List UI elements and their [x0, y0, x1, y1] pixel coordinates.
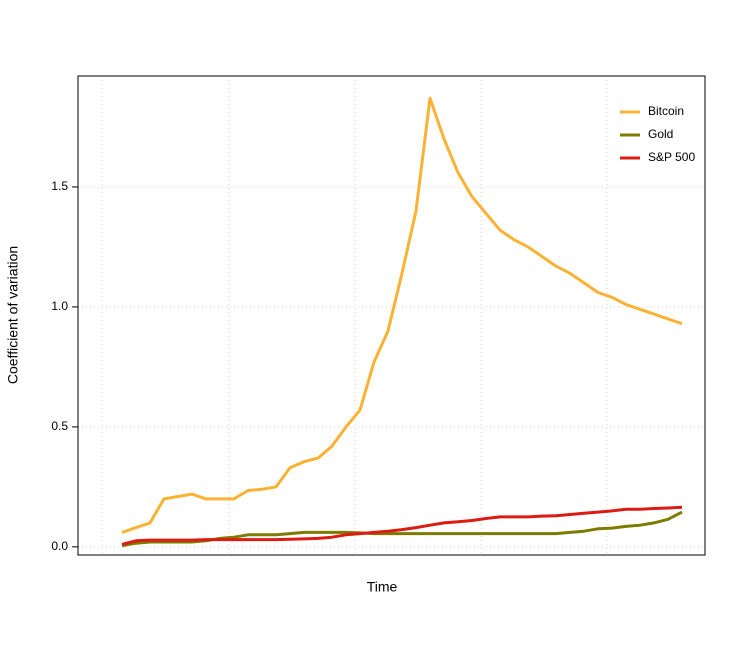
series-line	[121, 505, 683, 546]
y-tick-label: 0.0	[51, 539, 68, 553]
series-line	[121, 96, 683, 534]
legend-label: Bitcoin	[648, 104, 684, 118]
y-tick-label: 1.5	[51, 179, 68, 193]
legend-label: S&P 500	[648, 150, 695, 164]
plot-frame	[77, 75, 706, 556]
x-axis-label: Time	[367, 579, 398, 595]
y-tick-label: 0.5	[51, 419, 68, 433]
y-axis-label: Coefficient of variation	[5, 246, 21, 384]
y-tick-label: 1.0	[51, 299, 68, 313]
legend-label: Gold	[648, 127, 673, 141]
